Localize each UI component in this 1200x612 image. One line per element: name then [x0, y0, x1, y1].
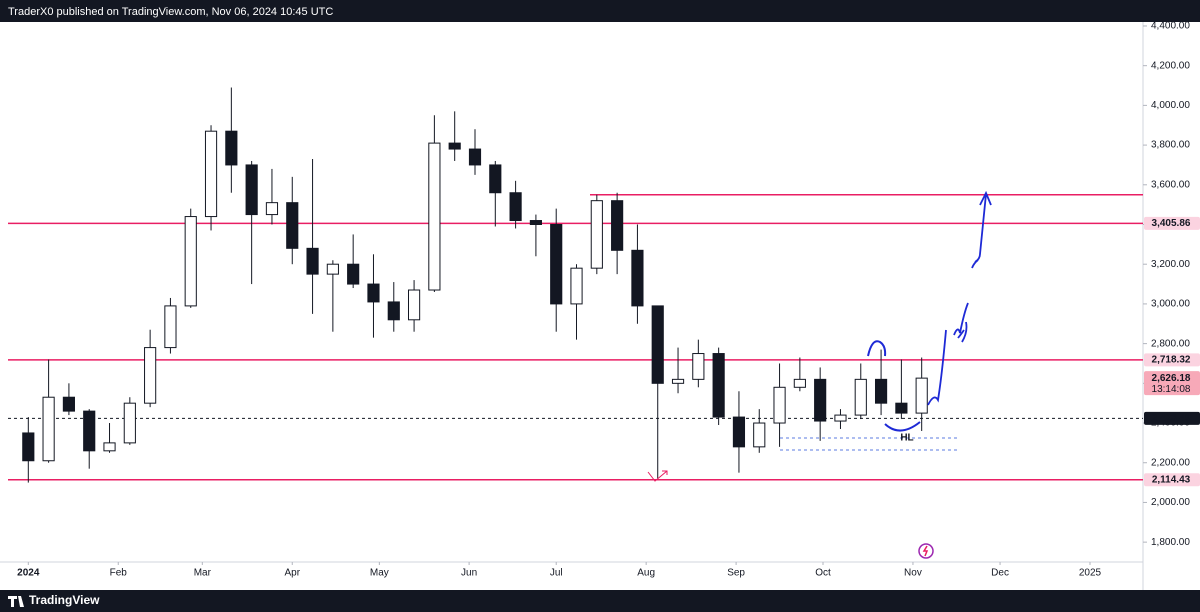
candle-body	[407, 289, 421, 321]
candle-body	[834, 414, 847, 422]
candle-body	[509, 192, 522, 222]
candle-body	[83, 410, 96, 452]
price-label: 2,718.32	[1152, 354, 1191, 365]
x-tick-label: May	[370, 568, 389, 579]
x-tick-label: Sep	[727, 568, 745, 579]
header-bar	[0, 0, 1200, 22]
candle-body	[144, 347, 157, 404]
event-icon-bolt	[922, 545, 929, 557]
price-label-box	[1144, 371, 1200, 396]
price-label-box	[1144, 216, 1200, 230]
x-tick-label: Oct	[815, 568, 831, 579]
candle-body	[428, 142, 441, 291]
candle-body	[42, 396, 55, 462]
y-tick-label: 2,200.00	[1151, 457, 1190, 468]
x-tick-label: Apr	[284, 568, 300, 579]
x-tick-label: Aug	[637, 568, 655, 579]
y-tick-label: 4,400.00	[1151, 21, 1190, 32]
x-tick-label: 2024	[17, 568, 40, 579]
candle-body	[915, 377, 928, 414]
x-tick-label: Dec	[991, 568, 1009, 579]
logo-mark	[8, 596, 24, 607]
candle-body	[631, 249, 644, 307]
x-tick-label: Feb	[110, 568, 128, 579]
annotation: HL	[900, 433, 913, 444]
y-tick-label: 3,800.00	[1151, 140, 1190, 151]
footer-text: TradingView	[29, 593, 100, 607]
plot-area	[8, 87, 1143, 483]
candle-body	[651, 305, 664, 384]
candle-body	[692, 353, 705, 380]
y-tick-label: 1,800.00	[1151, 537, 1190, 548]
y-tick-label: 4,000.00	[1151, 100, 1190, 111]
price-label: 2,423.49	[1152, 413, 1191, 424]
arc-drawing	[867, 340, 887, 357]
candle-body	[265, 202, 279, 216]
candle-body	[164, 305, 177, 349]
candle-body	[489, 164, 502, 194]
event-icon	[918, 543, 934, 559]
footer-logo	[8, 596, 24, 607]
candle-body	[306, 247, 319, 275]
candle-body	[387, 301, 400, 321]
candle-body	[732, 416, 746, 448]
y-tick-label: 3,200.00	[1151, 259, 1190, 270]
candle-body	[874, 378, 888, 404]
candle-body	[103, 442, 116, 452]
x-tick-label: Jun	[461, 568, 477, 579]
candle-body	[793, 378, 806, 388]
candle-body	[895, 402, 908, 414]
candle-body	[62, 396, 75, 412]
candle-body	[671, 378, 685, 384]
candle-body	[468, 148, 482, 166]
candle-body	[286, 202, 299, 249]
candle-body	[570, 267, 583, 305]
arc-drawing	[884, 421, 921, 432]
bounce-drawing	[647, 470, 668, 482]
candle-body	[245, 164, 258, 216]
price-label-box	[1144, 353, 1200, 367]
header-text: TraderX0 published on TradingView.com, N…	[8, 6, 333, 18]
x-tick-label: 2025	[1079, 568, 1102, 579]
projection-drawing	[927, 190, 992, 406]
x-tick-label: Mar	[194, 568, 212, 579]
candle-body	[225, 130, 238, 166]
price-countdown: 13:14:08	[1152, 384, 1191, 395]
candle-body	[22, 432, 35, 462]
price-label: 3,405.86	[1152, 218, 1191, 229]
y-tick-label: 2,800.00	[1151, 338, 1190, 349]
candle-body	[712, 353, 725, 418]
candle-body	[814, 378, 827, 422]
candle-body	[753, 422, 766, 448]
candle-body	[326, 263, 339, 275]
price-label: 2,114.43	[1152, 474, 1191, 485]
price-label-box	[1144, 411, 1200, 425]
price-label-box	[1144, 473, 1200, 487]
candle-body	[529, 220, 542, 226]
candle-body	[854, 378, 867, 416]
x-tick-label: Jul	[550, 568, 563, 579]
y-tick-label: 2,000.00	[1151, 497, 1190, 508]
y-tick-label: 3,000.00	[1151, 299, 1190, 310]
candle-body	[448, 142, 461, 150]
candle-body	[550, 224, 563, 305]
y-tick-label: 3,600.00	[1151, 179, 1190, 190]
price-label: 2,626.18	[1152, 373, 1191, 384]
candle-body	[367, 283, 380, 303]
y-tick-label: 4,200.00	[1151, 60, 1190, 71]
candle-body	[123, 402, 136, 444]
footer-bar	[0, 590, 1200, 612]
candle-body	[590, 200, 603, 269]
candle-body	[611, 200, 624, 251]
x-tick-label: Nov	[904, 568, 922, 579]
candle-body	[347, 263, 360, 285]
candle-body	[204, 130, 218, 218]
candle-body	[184, 216, 197, 307]
candle-body	[773, 386, 786, 424]
